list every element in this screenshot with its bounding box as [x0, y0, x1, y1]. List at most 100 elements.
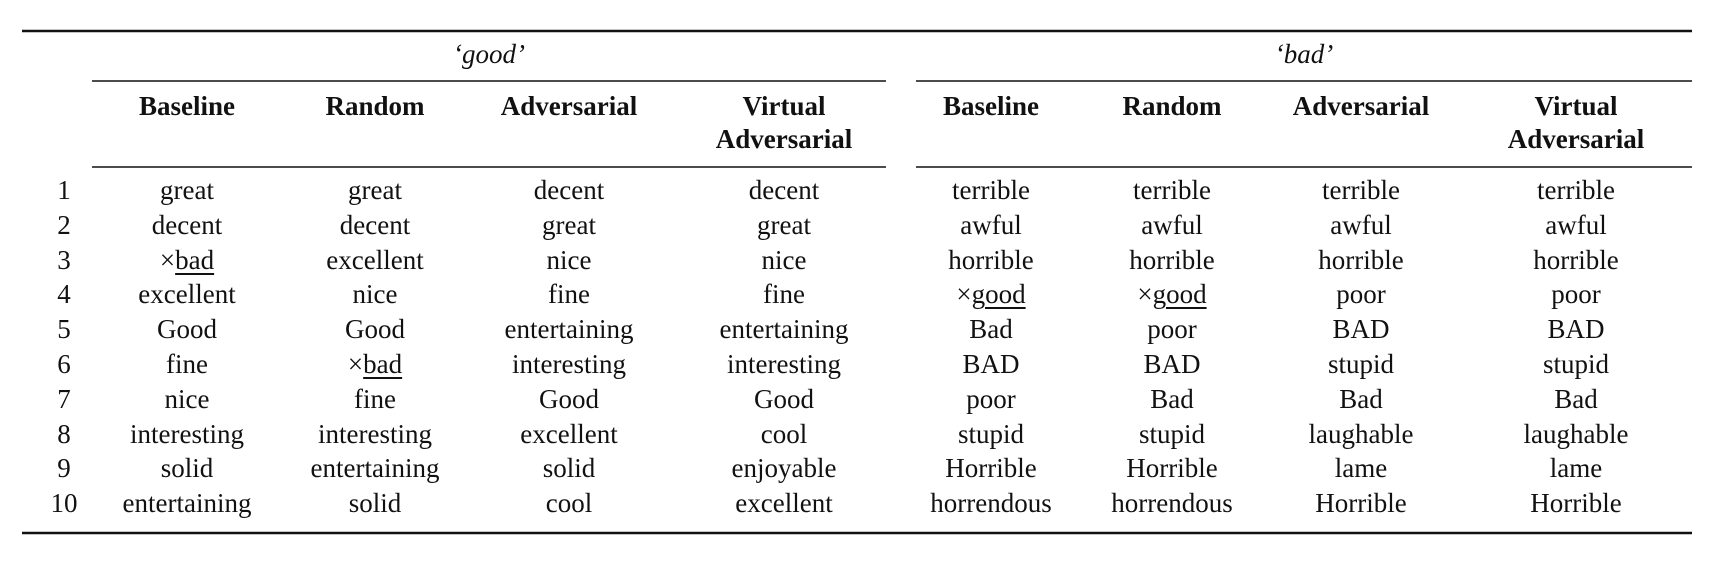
cell: Good — [539, 383, 599, 414]
cell: stupid — [1542, 349, 1610, 379]
cell-word: bad — [363, 349, 403, 379]
cell: interesting — [512, 349, 626, 379]
group-header: ‘good’ — [453, 39, 525, 69]
column-header: Virtual Adversarial — [715, 91, 853, 154]
cell: Bad — [1339, 383, 1383, 414]
cell: fine — [763, 279, 805, 310]
cell: entertaining — [310, 453, 440, 484]
cell: entertaining — [719, 314, 849, 345]
cell: BAD — [1547, 314, 1605, 345]
cell: stupid — [957, 418, 1025, 449]
cell: awful — [1330, 209, 1392, 240]
cell: great — [160, 175, 214, 205]
cell: terrible — [1322, 175, 1400, 205]
cell: excellent — [735, 488, 833, 519]
rank: 5 — [57, 314, 71, 345]
cell: poor — [1336, 279, 1386, 310]
rank: 4 — [57, 279, 71, 310]
cell: Good — [345, 314, 405, 345]
miss-mark: × — [159, 244, 176, 275]
cell: fine — [354, 383, 396, 414]
cell: Bad — [1150, 383, 1194, 414]
cell: ×good — [956, 278, 1025, 311]
cell: nice — [352, 279, 398, 310]
rank: 3 — [57, 244, 71, 275]
cell: terrible — [952, 175, 1030, 205]
rank: 10 — [50, 488, 78, 519]
cell: horrible — [1533, 244, 1619, 275]
rank: 6 — [57, 349, 71, 379]
rank: 9 — [57, 453, 71, 484]
cell: Bad — [1554, 383, 1598, 414]
cell: great — [348, 175, 402, 205]
cell: interesting — [318, 418, 432, 449]
cell: BAD — [1332, 314, 1390, 345]
cell: excellent — [326, 244, 424, 275]
miss-mark: × — [347, 349, 364, 379]
group-header: ‘bad’ — [1274, 39, 1334, 69]
cell: great — [757, 209, 811, 240]
cell: cool — [760, 418, 808, 449]
cell: excellent — [520, 418, 618, 449]
cell: Horrible — [945, 453, 1037, 484]
cell: fine — [548, 279, 590, 310]
column-header: Random — [325, 91, 425, 121]
rank: 8 — [57, 418, 71, 449]
rank: 7 — [57, 383, 71, 414]
cell: terrible — [1537, 175, 1615, 205]
cell: poor — [1147, 314, 1197, 345]
cell: horrible — [1129, 244, 1215, 275]
cell: horrendous — [1111, 488, 1233, 519]
cell: BAD — [962, 349, 1020, 379]
cell: nice — [546, 244, 592, 275]
cell: ×bad — [348, 348, 402, 381]
column-header: Adversarial — [1292, 91, 1430, 121]
miss-mark: × — [956, 279, 972, 310]
cell: Good — [157, 314, 217, 345]
cell: poor — [1551, 279, 1601, 310]
cell: solid — [542, 453, 596, 484]
cell: ×good — [1137, 278, 1206, 311]
miss-mark: × — [1137, 279, 1153, 310]
rank: 2 — [57, 209, 71, 240]
cell: enjoyable — [731, 453, 837, 484]
cell-word: good — [971, 279, 1026, 310]
cell: terrible — [1133, 175, 1211, 205]
cell: lame — [1334, 453, 1388, 484]
cell: interesting — [727, 349, 841, 379]
cell: poor — [966, 383, 1016, 414]
cell: decent — [748, 175, 820, 205]
cell: laughable — [1308, 418, 1414, 449]
cell: decent — [151, 209, 223, 240]
cell: nice — [164, 383, 210, 414]
cell: Horrible — [1530, 488, 1622, 519]
cell: laughable — [1523, 418, 1629, 449]
cell: awful — [1141, 209, 1203, 240]
column-header: Baseline — [942, 91, 1039, 121]
cell: solid — [348, 488, 402, 519]
column-header: Random — [1122, 91, 1222, 121]
cell: awful — [1545, 209, 1607, 240]
column-header: Virtual Adversarial — [1507, 91, 1645, 154]
cell: Horrible — [1315, 488, 1407, 519]
cell: great — [542, 209, 596, 240]
cell-word: bad — [175, 244, 215, 275]
rank: 1 — [57, 175, 71, 205]
column-header: Adversarial — [500, 91, 638, 121]
cell: cool — [545, 488, 593, 519]
cell-word: good — [1152, 279, 1207, 310]
cell: Horrible — [1126, 453, 1218, 484]
cell: horrendous — [930, 488, 1052, 519]
cell: nice — [761, 244, 807, 275]
cell: horrible — [1318, 244, 1404, 275]
cell: interesting — [130, 418, 244, 449]
cell: stupid — [1138, 418, 1206, 449]
cell: ×bad — [160, 244, 214, 277]
cell: awful — [960, 209, 1022, 240]
column-header: Baseline — [138, 91, 235, 121]
cell: entertaining — [504, 314, 634, 345]
cell: decent — [339, 209, 411, 240]
cell: entertaining — [122, 488, 252, 519]
